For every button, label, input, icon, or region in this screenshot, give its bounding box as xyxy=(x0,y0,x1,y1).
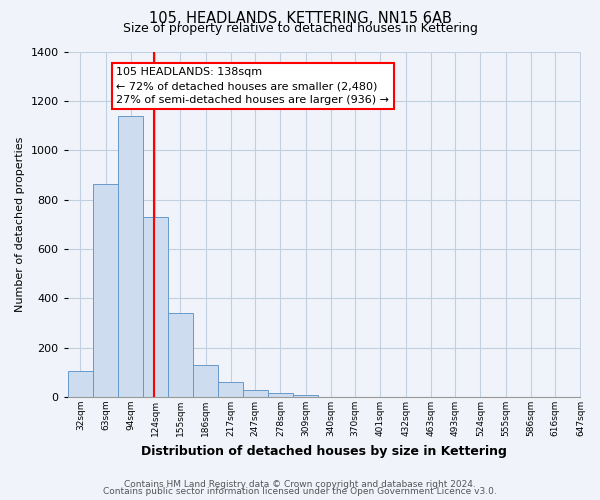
Bar xyxy=(143,217,168,397)
Text: Contains public sector information licensed under the Open Government Licence v3: Contains public sector information licen… xyxy=(103,488,497,496)
Bar xyxy=(68,371,93,397)
Bar xyxy=(268,394,293,397)
Bar xyxy=(93,184,118,397)
Text: Contains HM Land Registry data © Crown copyright and database right 2024.: Contains HM Land Registry data © Crown c… xyxy=(124,480,476,489)
Bar xyxy=(242,390,268,397)
X-axis label: Distribution of detached houses by size in Kettering: Distribution of detached houses by size … xyxy=(141,444,507,458)
Text: 105 HEADLANDS: 138sqm
← 72% of detached houses are smaller (2,480)
27% of semi-d: 105 HEADLANDS: 138sqm ← 72% of detached … xyxy=(116,67,389,105)
Bar xyxy=(293,394,318,397)
Y-axis label: Number of detached properties: Number of detached properties xyxy=(15,136,25,312)
Text: Size of property relative to detached houses in Kettering: Size of property relative to detached ho… xyxy=(122,22,478,35)
Bar xyxy=(168,313,193,397)
Bar xyxy=(118,116,143,397)
Bar xyxy=(193,365,218,397)
Bar xyxy=(218,382,244,397)
Text: 105, HEADLANDS, KETTERING, NN15 6AB: 105, HEADLANDS, KETTERING, NN15 6AB xyxy=(149,11,451,26)
